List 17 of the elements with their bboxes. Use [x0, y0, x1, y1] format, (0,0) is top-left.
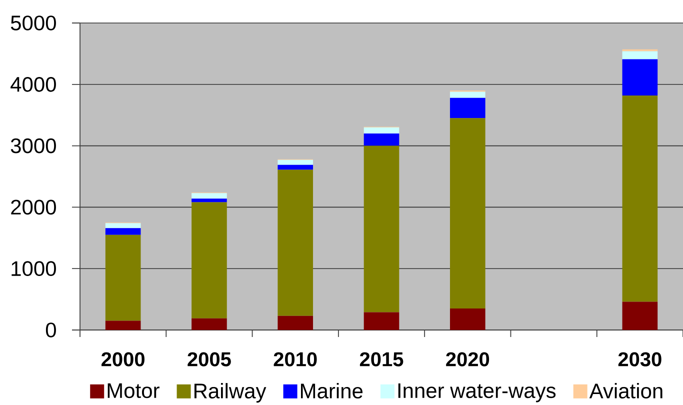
y-tick-label: 3000 [10, 138, 56, 154]
x-tick-label: 2015 [360, 352, 404, 366]
legend-label: Aviation [589, 383, 662, 398]
legend-label: Inner water-ways [398, 383, 556, 402]
y-tick-label: 1000 [12, 261, 56, 276]
legend-label: Marine [300, 383, 363, 398]
x-tick-label: 2030 [618, 352, 662, 366]
y-tick-label: 2000 [11, 200, 56, 215]
y-tick-label: 5000 [10, 16, 56, 30]
x-tick-label: 2020 [446, 352, 490, 366]
y-tick-label: 0 [46, 322, 56, 338]
x-tick-label: 2010 [274, 352, 317, 366]
legend-label: Motor [108, 383, 160, 398]
x-tick-label: 2000 [102, 352, 144, 366]
y-tick-label: 4000 [10, 76, 56, 92]
legend-label: Railway [194, 383, 266, 403]
x-tick-label: 2005 [188, 352, 231, 366]
